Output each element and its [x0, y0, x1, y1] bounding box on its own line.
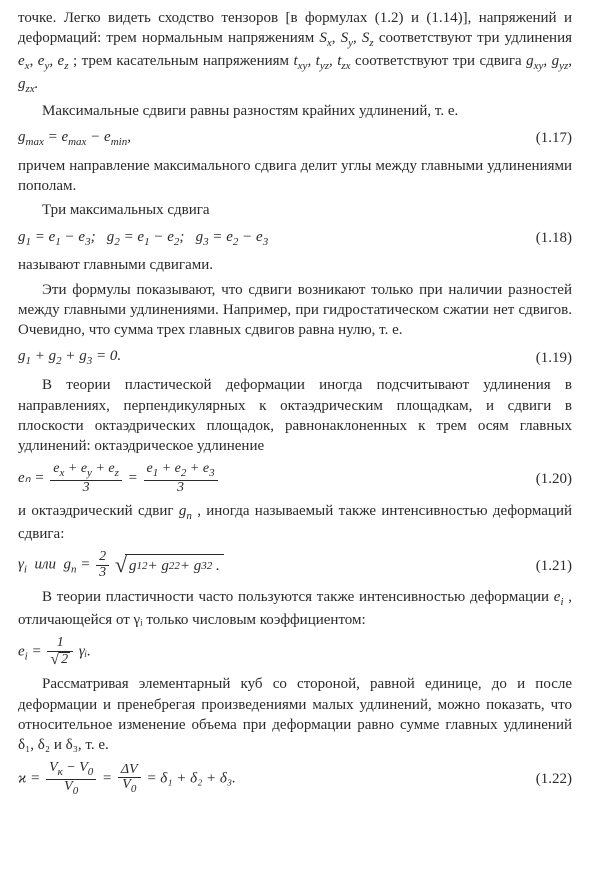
frac-dv: ΔV V0	[118, 763, 141, 796]
equation-1-17: gmax = emax − emin, (1.17)	[18, 127, 572, 150]
paragraph-8: и октаэдрический сдвиг gn , иногда назыв…	[18, 501, 572, 544]
equation-1-19: g1 + g2 + g3 = 0. (1.19)	[18, 346, 572, 369]
s-list: Sx, Sy, Sz	[319, 30, 373, 46]
equation-1-22: ϰ = Vк − V0 V0 = ΔV V0 = δ₁ + δ₂ + δ₃. (…	[18, 761, 572, 797]
gn: gn	[179, 503, 192, 519]
paragraph-10: Рассматривая элементарный куб со стороно…	[18, 674, 572, 755]
eq19-body: g1 + g2 + g3 = 0.	[18, 346, 526, 369]
eq17-number: (1.17)	[526, 128, 572, 148]
paragraph-3: причем направление максимального сдвига …	[18, 156, 572, 197]
p1-c: ; трем касательным напряжениям	[73, 53, 294, 69]
equation-1-18: g1 = e1 − e3; g2 = e1 − e2; g3 = e2 − e3…	[18, 227, 572, 250]
frac-20b: e1 + e2 + e3 3	[144, 462, 218, 495]
paragraph-4: Три максимальных сдвига	[18, 200, 572, 220]
en-eq: eₙ =	[18, 470, 48, 486]
p1-b: соответствуют три удлинения	[379, 30, 572, 46]
eq-mid-2: =	[102, 771, 116, 787]
eq22-number: (1.22)	[526, 769, 572, 789]
frac-20a: ex + ey + ez 3	[50, 462, 122, 495]
paragraph-1: точке. Легко видеть сходство тензоров [в…	[18, 8, 572, 97]
equation-1-21: γi или gn = 2 3 √ g12 + g22 + g32 . (1.2…	[18, 550, 572, 580]
ei: ei	[554, 589, 564, 605]
eq19-number: (1.19)	[526, 348, 572, 368]
eq20-number: (1.20)	[526, 469, 572, 489]
p8a: и октаэдрический сдвиг	[18, 503, 179, 519]
e-list: ex, ey, ez	[18, 53, 68, 69]
gamma-i: γᵢ.	[79, 644, 91, 660]
kappa: ϰ =	[18, 771, 44, 787]
frac-2-3: 2 3	[96, 550, 109, 580]
eq22-body: ϰ = Vк − V0 V0 = ΔV V0 = δ₁ + δ₂ + δ₃.	[18, 761, 526, 797]
eq22-tail: = δ₁ + δ₂ + δ₃.	[146, 771, 235, 787]
paragraph-9: В теории пластичности часто пользуются т…	[18, 587, 572, 630]
sqrt-21: √ g12 + g22 + g32 .	[115, 554, 224, 577]
paragraph-7: В теории пластической деформации иногда …	[18, 375, 572, 456]
equation-ei: ei = 1 √2 γᵢ.	[18, 636, 572, 668]
t-list: txy, tyz, tzx	[294, 53, 351, 69]
paragraph-6: Эти формулы показывают, что сдвиги возни…	[18, 280, 572, 341]
eq18-number: (1.18)	[526, 228, 572, 248]
eq21-body: γi или gn = 2 3 √ g12 + g22 + g32 .	[18, 550, 526, 580]
eq17-body: gmax = emax − emin,	[18, 127, 526, 150]
paragraph-2: Максимальные сдвиги равны разностям край…	[18, 101, 572, 121]
frac-vk: Vк − V0 V0	[46, 761, 96, 797]
equation-1-20: eₙ = ex + ey + ez 3 = e1 + e2 + e3 3 (1.…	[18, 462, 572, 495]
eq21-number: (1.21)	[526, 556, 572, 576]
eq18-body: g1 = e1 − e3; g2 = e1 − e2; g3 = e2 − e3	[18, 227, 526, 250]
p1-d: соответствуют три сдвига	[355, 53, 526, 69]
eqei-body: ei = 1 √2 γᵢ.	[18, 636, 572, 668]
paragraph-5: называют главными сдвигами.	[18, 255, 572, 275]
frac-1-sqrt2: 1 √2	[47, 636, 73, 668]
eq-mid-1: =	[128, 470, 142, 486]
p9a: В теории пластичности часто пользуются т…	[42, 589, 554, 605]
eq20-body: eₙ = ex + ey + ez 3 = e1 + e2 + e3 3	[18, 462, 526, 495]
